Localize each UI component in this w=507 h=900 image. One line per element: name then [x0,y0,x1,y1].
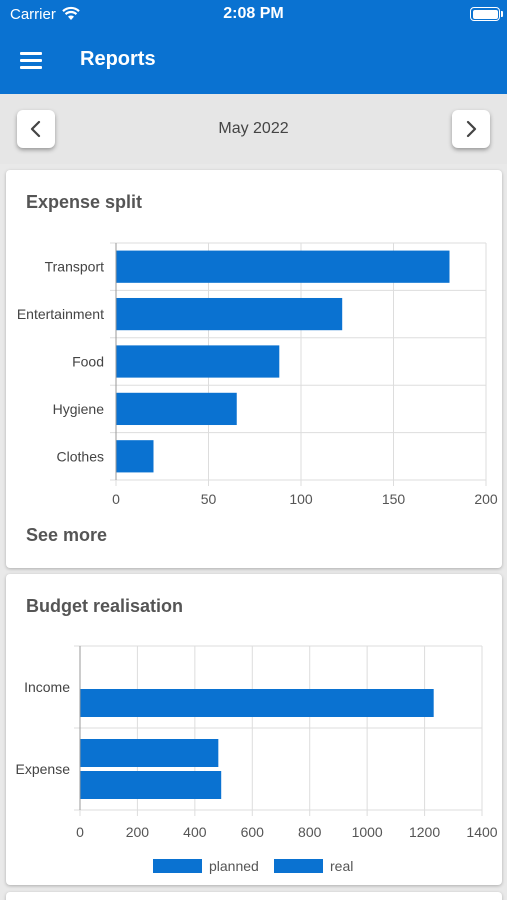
category-label: Expense [16,761,71,777]
expense-bar [116,297,343,331]
clock-time: 2:08 PM [223,5,284,22]
expense-bar [116,392,237,426]
legend-label-planned: planned [209,858,259,874]
status-bar: Carrier 2:08 PM [0,0,507,30]
category-label: Food [72,354,104,370]
x-tick-label: 1000 [352,824,383,840]
expense-bar [116,250,450,283]
x-tick-label: 1200 [409,824,440,840]
current-month-label: May 2022 [218,120,289,137]
x-tick-label: 600 [241,824,265,840]
budget-realisation-chart: 0 200 400 600 800 1000 1200 1400 Income Expense pl… [16,645,498,874]
x-tick-label: 100 [289,491,313,507]
page-title: Reports [80,48,156,70]
x-tick-label: 0 [112,491,120,507]
expense-split-card: Expense split 0 50 100 150 200 Transport Enter… [6,170,502,568]
battery-tip [501,11,503,17]
category-label: Income [24,679,70,695]
x-tick-label: 800 [298,824,322,840]
hamburger-menu-icon[interactable] [18,50,44,72]
x-tick-label: 200 [126,824,150,840]
x-tick-label: 50 [201,491,217,507]
real-bar [80,771,222,799]
month-navigator: May 2022 [0,94,507,164]
category-label: Clothes [57,448,104,464]
legend-swatch-real [274,859,323,873]
category-label: Entertainment [17,306,104,322]
previous-month-button[interactable] [17,110,55,148]
chevron-right-icon [466,120,477,138]
battery-icon [470,7,500,21]
carrier-label: Carrier [10,6,56,23]
x-tick-label: 0 [76,824,84,840]
next-month-button[interactable] [452,110,490,148]
category-label: Hygiene [53,401,105,417]
legend-swatch-planned [153,859,202,873]
x-tick-label: 200 [474,491,498,507]
expense-split-chart: 0 50 100 150 200 Transport Entertainment Food Hy… [17,242,498,507]
x-tick-label: 400 [183,824,207,840]
x-tick-label: 1400 [466,824,497,840]
expense-split-title: Expense split [26,192,143,212]
expense-bar [116,440,154,473]
budget-realisation-title: Budget realisation [26,596,184,616]
x-tick-label: 150 [382,491,406,507]
next-report-card [6,892,502,900]
real-bar [80,689,434,717]
expense-bar [116,345,280,378]
see-more-link[interactable]: See more [26,525,108,545]
wifi-icon [62,6,80,20]
category-label: Transport [45,259,105,275]
legend-label-real: real [330,858,353,874]
planned-bar [80,739,219,767]
chevron-left-icon [30,120,41,138]
budget-realisation-card: Budget realisation 0 200 400 600 800 1000 1200… [6,574,502,885]
app-bar: Reports [0,30,507,94]
